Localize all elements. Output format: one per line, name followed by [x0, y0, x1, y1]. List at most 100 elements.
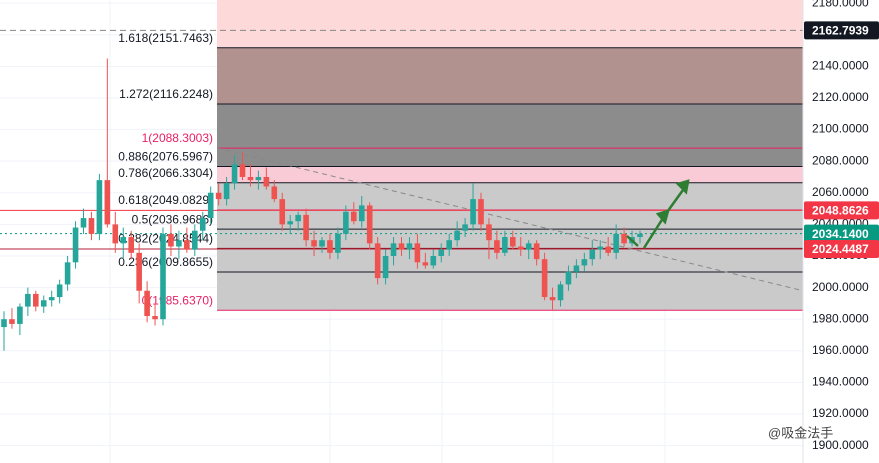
y-tick-label: 2060.0000: [812, 185, 869, 199]
candle-body: [56, 284, 63, 298]
watermark: @吸金法手: [768, 425, 833, 440]
price-badge: [804, 224, 879, 243]
fib-label: 1(2088.3003): [142, 131, 213, 145]
candle-body: [478, 199, 484, 225]
fib-zone: [217, 103, 803, 149]
candle-body: [462, 224, 468, 231]
candle-body: [223, 183, 230, 200]
candle-body: [398, 243, 405, 250]
candle-body: [48, 297, 55, 301]
fib-label: 0.886(2076.5967): [118, 150, 213, 164]
fibonacci: 0(1985.6370)0.236(2009.8655)0.382(2024.8…: [118, 0, 803, 311]
candle-body: [96, 180, 103, 234]
candle-body: [637, 233, 643, 238]
y-tick-label: 2080.0000: [812, 153, 869, 167]
candles: [1, 58, 643, 351]
price-badge-label: 2034.1400: [812, 227, 869, 241]
y-tick-label: 2100.0000: [812, 122, 869, 136]
price-badge-label: 2162.7939: [812, 24, 869, 38]
arrow-head: [655, 209, 670, 225]
fib-label: 0(1985.6370): [142, 293, 213, 307]
candle-body: [168, 233, 174, 247]
candle-body: [422, 262, 429, 266]
candle-body: [613, 233, 619, 253]
candle-body: [510, 237, 516, 247]
y-tick-label: 1940.0000: [812, 375, 869, 389]
y-tick-label: 1900.0000: [812, 438, 869, 452]
candle-body: [358, 205, 365, 222]
candle-body: [565, 271, 572, 285]
candle-body: [621, 233, 627, 244]
candle-body: [184, 240, 190, 250]
trend-line: [216, 147, 801, 291]
fib-zone: [217, 148, 803, 167]
y-tick-label: 2120.0000: [812, 90, 869, 104]
candle-body: [351, 211, 357, 222]
candle-body: [382, 255, 389, 279]
candle-body: [589, 249, 596, 260]
candle-body: [33, 293, 39, 307]
y-tick-label: 1980.0000: [812, 311, 869, 325]
candle-body: [366, 205, 373, 244]
candle-body: [152, 316, 158, 320]
candle-body: [311, 240, 317, 247]
fib-label: 1.272(2116.2248): [119, 87, 213, 101]
candle-body: [247, 176, 254, 181]
candle-body: [112, 224, 119, 244]
price-badge-label: 2024.4487: [812, 242, 869, 256]
candle-body: [80, 218, 87, 228]
candle-body: [295, 214, 301, 222]
candle-body: [9, 319, 15, 324]
candle-body: [549, 297, 556, 301]
candle-body: [279, 199, 286, 225]
candle-body: [136, 252, 142, 291]
candle-body: [215, 192, 222, 200]
fib-zone: [217, 0, 803, 48]
price-badge: [804, 201, 879, 220]
candle-body: [525, 243, 532, 250]
candle-body: [287, 221, 293, 225]
fib-label: 0.786(2066.3304): [118, 166, 213, 180]
y-tick-label: 2140.0000: [812, 59, 869, 73]
candle-body: [255, 176, 262, 181]
candle-body: [263, 176, 270, 187]
candle-body: [343, 211, 349, 234]
candle-body: [17, 306, 23, 324]
candle-body: [390, 243, 397, 256]
candle-body: [88, 218, 95, 234]
candle-body: [454, 230, 460, 241]
candle-body: [271, 186, 278, 200]
candle-body: [199, 218, 206, 231]
y-tick-label: 1960.0000: [812, 343, 869, 357]
fib-label: 0.5(2036.9686): [132, 212, 213, 226]
candle-body: [64, 262, 71, 285]
candle-body: [40, 300, 47, 307]
candle-body: [374, 243, 381, 279]
candle-body: [128, 237, 134, 253]
candle-body: [573, 265, 580, 272]
fib-zone: [217, 182, 803, 211]
candle-body: [231, 164, 238, 184]
candle-body: [1, 319, 7, 328]
y-tick-label: 1920.0000: [812, 406, 869, 420]
candle-body: [438, 249, 445, 256]
candle-body: [557, 284, 564, 301]
fib-zone: [217, 248, 803, 273]
candle-body: [327, 240, 333, 253]
candle-body: [319, 240, 325, 247]
y-tick-label: 2000.0000: [812, 280, 869, 294]
fib-zone: [217, 272, 803, 311]
candle-body: [581, 259, 588, 266]
candle-body: [207, 192, 214, 219]
fib-label: 0.618(2049.0829): [118, 193, 213, 207]
arrow: [626, 235, 639, 247]
candle-body: [120, 237, 127, 244]
price-badge: [804, 239, 879, 258]
candle-body: [517, 246, 524, 250]
fib-label: 1.618(2151.7463): [118, 31, 213, 45]
candle-body: [597, 246, 604, 250]
arrow-head: [675, 179, 690, 195]
candle-body: [303, 214, 309, 241]
